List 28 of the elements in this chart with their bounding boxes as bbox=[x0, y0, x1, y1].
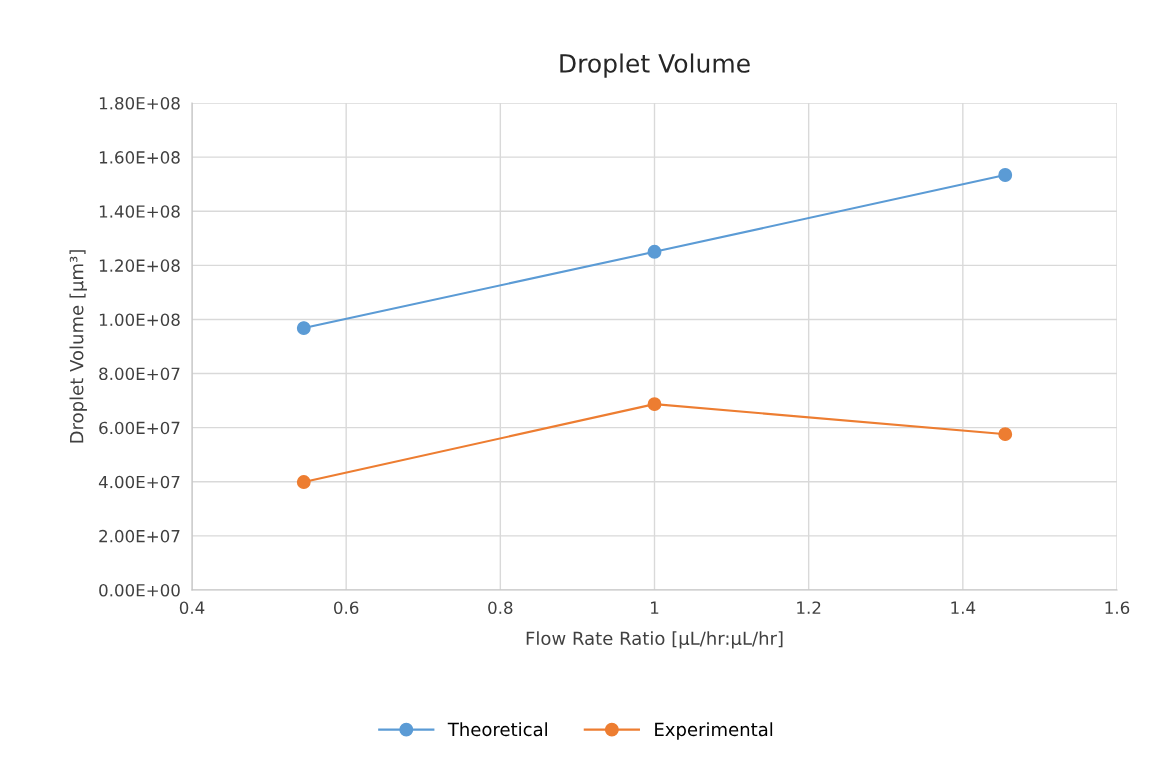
x-tick-label: 1 bbox=[651, 601, 659, 614]
y-axis-title: Droplet Volume [µm³] bbox=[69, 250, 87, 443]
y-tick-label: 1.00E+08 bbox=[99, 313, 180, 327]
legend-label: Theoretical bbox=[447, 722, 547, 737]
x-tick-label: 1.2 bbox=[797, 601, 821, 614]
x-tick-label: 0.8 bbox=[488, 601, 513, 615]
y-tick-label: 1.60E+08 bbox=[99, 151, 180, 164]
x-axis-title: Flow Rate Ratio [µL/hr:µL/hr] bbox=[526, 631, 783, 649]
y-tick-label: 2.00E+07 bbox=[99, 529, 180, 543]
x-tick-label: 1.6 bbox=[1105, 601, 1130, 615]
point bbox=[998, 168, 1013, 182]
point bbox=[296, 475, 311, 489]
y-tick-label: 8.00E+07 bbox=[99, 367, 180, 381]
y-tick-label: 6.00E+07 bbox=[99, 421, 180, 435]
chart-title: Droplet Volume bbox=[560, 53, 750, 78]
y-tick-label: 1.40E+08 bbox=[99, 205, 180, 218]
y-tick-label: 1.80E+08 bbox=[99, 96, 180, 110]
x-tick-label: 0.6 bbox=[334, 601, 359, 615]
x-tick-label: 0.4 bbox=[179, 601, 205, 615]
x-tick-label: 1.4 bbox=[951, 601, 976, 614]
y-tick-label: 0.00E+00 bbox=[99, 583, 180, 597]
point bbox=[296, 321, 311, 336]
point bbox=[647, 397, 662, 412]
y-tick-label: 4.00E+07 bbox=[98, 475, 180, 489]
point bbox=[998, 427, 1013, 442]
point bbox=[647, 244, 662, 259]
legend-label: Experimental bbox=[655, 722, 773, 740]
y-tick-label: 1.20E+08 bbox=[99, 259, 180, 272]
